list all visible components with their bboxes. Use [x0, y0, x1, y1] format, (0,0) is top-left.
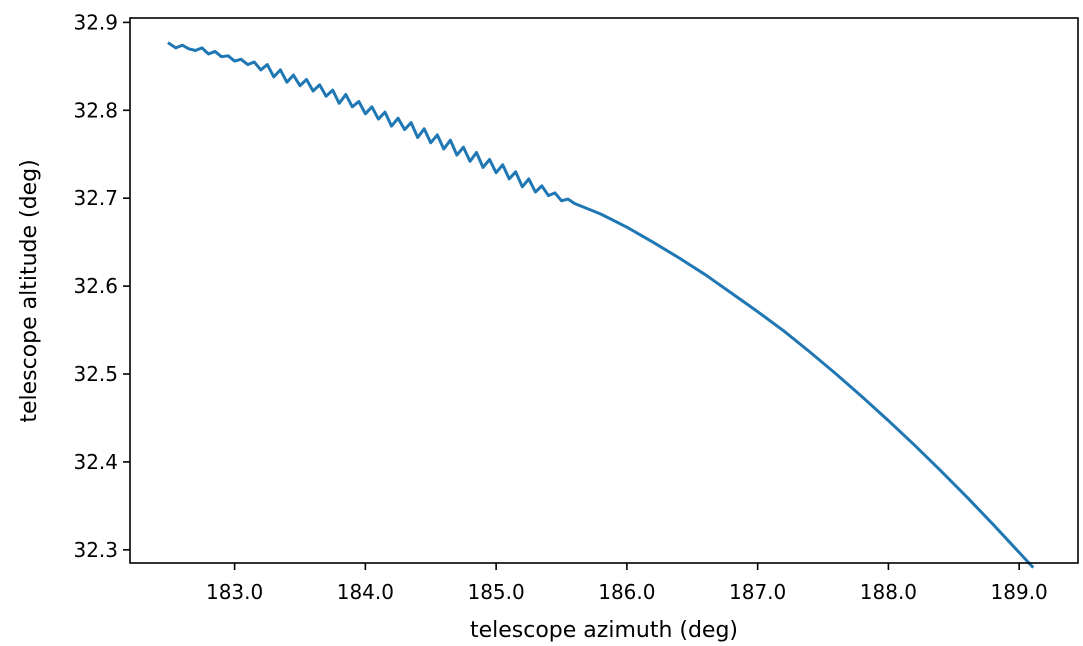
y-axis-label: telescope altitude (deg): [17, 159, 42, 422]
y-tick-label: 32.8: [73, 98, 118, 122]
x-tick-label: 183.0: [206, 580, 263, 604]
y-tick-label: 32.7: [73, 186, 118, 210]
x-tick-label: 186.0: [598, 580, 655, 604]
y-tick-label: 32.5: [73, 362, 118, 386]
y-tick-label: 32.9: [73, 10, 118, 34]
x-tick-label: 184.0: [337, 580, 394, 604]
x-tick-label: 185.0: [467, 580, 524, 604]
x-tick-label: 189.0: [991, 580, 1048, 604]
y-tick-label: 32.6: [73, 274, 118, 298]
x-tick-label: 187.0: [729, 580, 786, 604]
x-axis-label: telescope azimuth (deg): [470, 618, 738, 643]
y-tick-label: 32.3: [73, 538, 118, 562]
y-tick-label: 32.4: [73, 450, 118, 474]
series-line-0: [167, 41, 1035, 569]
x-tick-label: 188.0: [860, 580, 917, 604]
plot-frame: [129, 17, 1079, 564]
